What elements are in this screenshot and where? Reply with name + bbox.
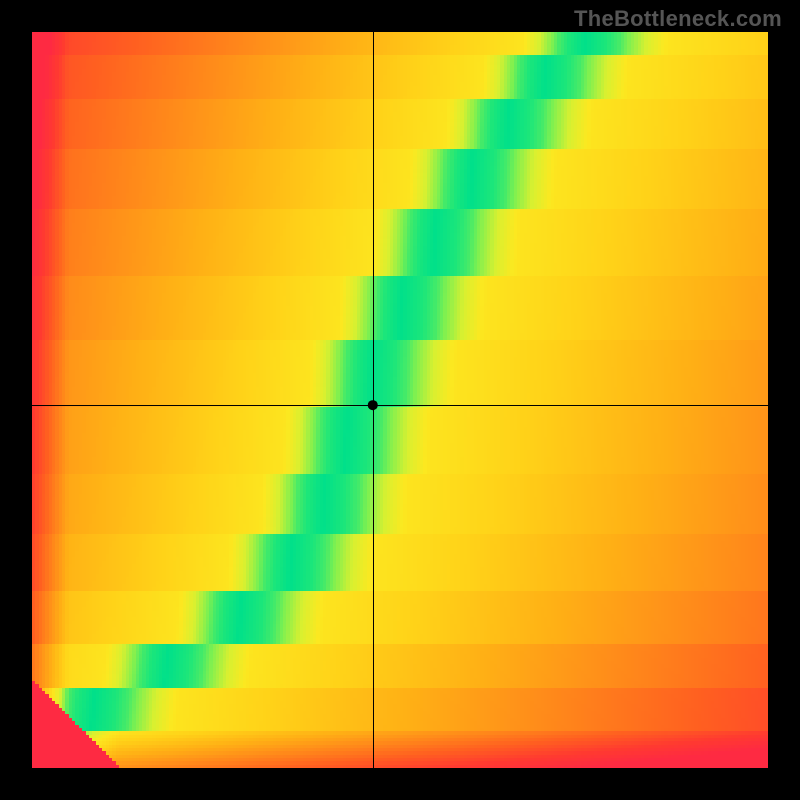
attribution-label: TheBottleneck.com bbox=[574, 6, 782, 32]
bottleneck-heatmap bbox=[32, 32, 768, 768]
chart-container: TheBottleneck.com bbox=[0, 0, 800, 800]
